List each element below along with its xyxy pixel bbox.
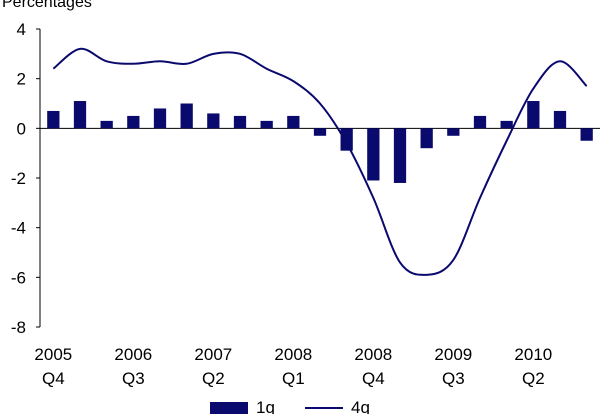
bar-1q xyxy=(473,115,487,129)
bar-1q xyxy=(233,115,247,129)
legend-label-1q: 1q xyxy=(256,398,275,414)
plot-area: 4 2 0 -2 -4 -6 -8 2005 Q4 2006 Q3 2007 Q2 2008 Q1 2008 Q… xyxy=(11,20,600,388)
y-tick-label: -4 xyxy=(11,219,26,238)
bar-1q xyxy=(420,128,433,149)
x-tick-year: 2009 xyxy=(434,345,472,364)
bar-1q xyxy=(313,128,327,136)
y-tick-label: -2 xyxy=(11,169,26,188)
legend: 1q 4q xyxy=(210,398,370,414)
x-tick-year: 2010 xyxy=(514,345,552,364)
y-tick-label: 4 xyxy=(17,20,26,39)
y-tick-label: -6 xyxy=(11,268,26,287)
bar-1q xyxy=(47,110,60,129)
x-tick-quarter: Q2 xyxy=(202,369,225,388)
x-tick-quarter: Q3 xyxy=(442,369,465,388)
x-tick-year: 2007 xyxy=(194,345,232,364)
y-tick-label: 2 xyxy=(17,70,26,89)
bar-1q xyxy=(580,128,593,141)
bar-1q xyxy=(287,115,300,129)
bar-1q xyxy=(260,120,273,129)
x-tick-year: 2008 xyxy=(354,345,392,364)
x-tick-quarter: Q4 xyxy=(362,369,385,388)
bar-1q xyxy=(127,115,140,129)
x-tick-year: 2006 xyxy=(114,345,152,364)
bar-1q xyxy=(153,108,167,129)
x-tick-year: 2005 xyxy=(34,345,72,364)
bar-1q xyxy=(340,128,353,151)
bar-1q xyxy=(73,101,87,129)
legend-label-4q: 4q xyxy=(351,398,370,414)
y-tick-label: -8 xyxy=(11,318,26,337)
bar-1q xyxy=(100,120,113,129)
bar-1q xyxy=(447,128,460,136)
x-tick-quarter: Q3 xyxy=(122,369,145,388)
bar-1q xyxy=(500,120,513,129)
bar-1q xyxy=(553,110,567,129)
x-tick-year: 2008 xyxy=(274,345,312,364)
x-tick-quarter: Q2 xyxy=(522,369,545,388)
unit-label: Percentages xyxy=(2,0,92,11)
y-tick-label: 0 xyxy=(17,119,26,138)
bar-1q xyxy=(207,113,220,129)
bar-1q xyxy=(367,128,380,181)
line-4q xyxy=(52,47,588,276)
x-tick-quarter: Q4 xyxy=(42,369,65,388)
bar-1q xyxy=(527,101,540,129)
x-tick-quarter: Q1 xyxy=(282,369,305,388)
bar-1q xyxy=(180,103,193,129)
legend-swatch-1q xyxy=(210,402,248,414)
bar-1q xyxy=(393,128,407,183)
